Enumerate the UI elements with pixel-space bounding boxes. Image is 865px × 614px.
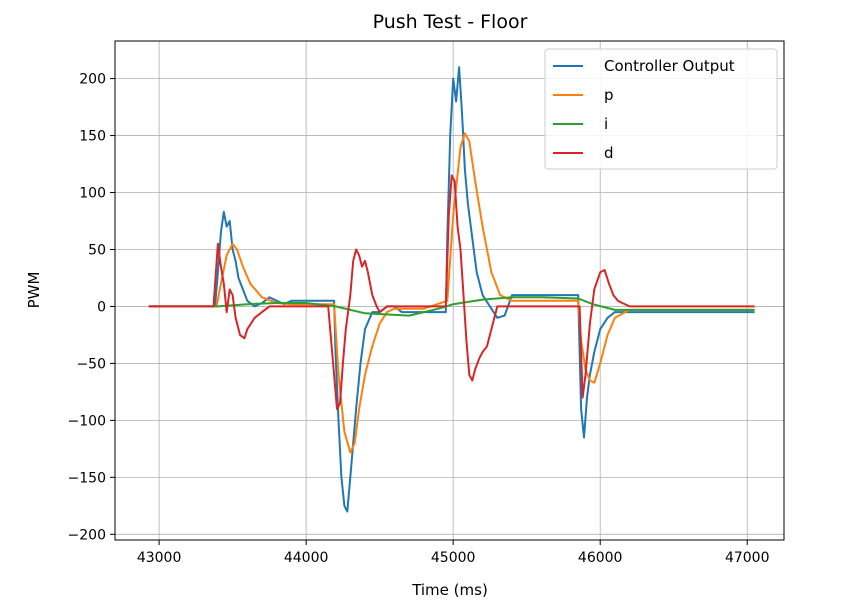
legend: Controller Output pid xyxy=(544,48,778,170)
legend-box xyxy=(544,48,778,170)
series-line-3 xyxy=(148,174,755,410)
y-tick-label: 50 xyxy=(88,242,106,258)
y-tick-label: 0 xyxy=(97,299,106,315)
y-tick-label: 200 xyxy=(79,72,106,88)
y-tick-label: −100 xyxy=(68,413,106,429)
y-tick-label: −150 xyxy=(68,470,106,486)
x-axis-label: Time (ms) xyxy=(411,581,488,599)
plot-area-frame xyxy=(114,40,785,541)
x-tick-label: 44000 xyxy=(284,550,329,566)
y-tick-label: 100 xyxy=(79,186,106,202)
y-tick-label: −200 xyxy=(68,527,106,543)
x-axis-ticks: 43000 44000 45000 46000 47000 xyxy=(137,540,770,566)
x-tick-label: 47000 xyxy=(725,550,770,566)
legend-label: i xyxy=(604,115,608,133)
legend-label: Controller Output xyxy=(604,57,735,75)
y-axis-ticks: −200 −150 −100 −50 0 50 100 150 200 xyxy=(68,72,115,543)
legend-label: d xyxy=(604,144,614,162)
legend-label: p xyxy=(604,86,614,104)
series-lines xyxy=(148,66,755,513)
x-tick-label: 45000 xyxy=(431,550,476,566)
series-line-1 xyxy=(148,132,755,454)
y-tick-label: 150 xyxy=(79,129,106,145)
chart-title: Push Test - Floor xyxy=(373,11,528,33)
y-tick-label: −50 xyxy=(76,356,106,372)
x-tick-label: 43000 xyxy=(137,550,182,566)
x-tick-label: 46000 xyxy=(578,550,623,566)
y-axis-label: PWM xyxy=(25,272,43,309)
